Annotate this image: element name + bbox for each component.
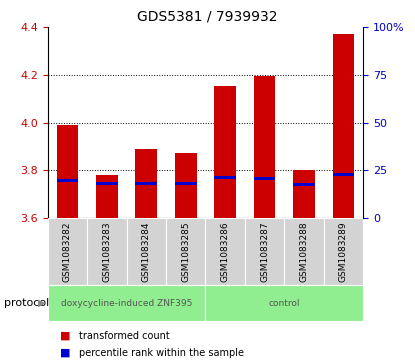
Text: GSM1083289: GSM1083289 xyxy=(339,221,348,282)
Bar xyxy=(245,218,284,285)
Bar xyxy=(324,218,363,285)
Bar xyxy=(293,170,315,218)
Bar xyxy=(127,218,166,285)
Text: ■: ■ xyxy=(60,331,71,341)
Bar xyxy=(48,218,87,285)
Bar xyxy=(135,182,157,185)
Bar xyxy=(48,285,205,321)
Text: percentile rank within the sample: percentile rank within the sample xyxy=(79,348,244,358)
Bar xyxy=(284,218,324,285)
Text: GSM1083286: GSM1083286 xyxy=(221,221,229,282)
Text: control: control xyxy=(269,299,300,307)
Bar xyxy=(175,154,197,218)
Bar xyxy=(135,149,157,218)
Bar xyxy=(166,218,205,285)
Bar xyxy=(332,174,354,176)
Bar xyxy=(96,182,118,185)
Text: GDS5381 / 7939932: GDS5381 / 7939932 xyxy=(137,9,278,23)
Text: GSM1083287: GSM1083287 xyxy=(260,221,269,282)
Text: protocol: protocol xyxy=(4,298,49,308)
Bar xyxy=(254,177,276,180)
Text: GSM1083284: GSM1083284 xyxy=(142,221,151,282)
Text: ▶: ▶ xyxy=(38,298,45,308)
Bar xyxy=(56,125,78,218)
Text: transformed count: transformed count xyxy=(79,331,170,341)
Bar xyxy=(56,179,78,182)
Text: GSM1083285: GSM1083285 xyxy=(181,221,190,282)
Bar xyxy=(214,176,236,179)
Bar xyxy=(205,218,245,285)
Bar xyxy=(293,183,315,186)
Text: ■: ■ xyxy=(60,348,71,358)
Bar xyxy=(96,175,118,218)
Text: GSM1083288: GSM1083288 xyxy=(300,221,308,282)
Bar xyxy=(205,285,363,321)
Bar xyxy=(214,86,236,218)
Text: GSM1083282: GSM1083282 xyxy=(63,221,72,282)
Bar xyxy=(87,218,127,285)
Bar xyxy=(254,76,276,218)
Bar xyxy=(332,34,354,218)
Text: GSM1083283: GSM1083283 xyxy=(103,221,111,282)
Bar xyxy=(175,182,197,185)
Text: doxycycline-induced ZNF395: doxycycline-induced ZNF395 xyxy=(61,299,192,307)
